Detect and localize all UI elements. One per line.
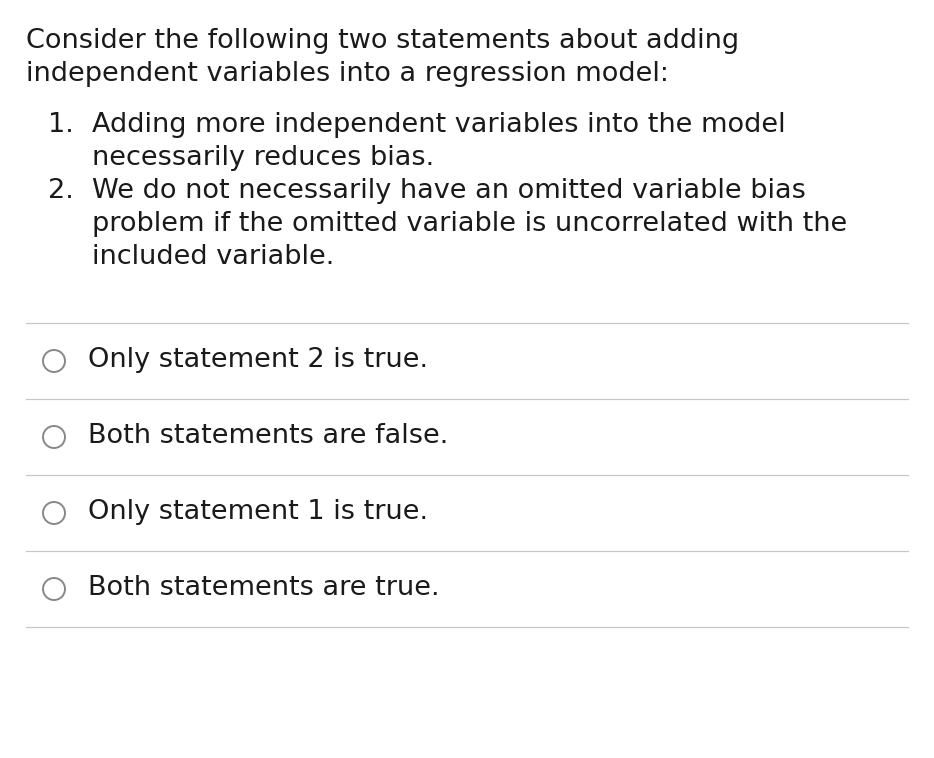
Text: Both statements are true.: Both statements are true. bbox=[88, 575, 440, 601]
Text: necessarily reduces bias.: necessarily reduces bias. bbox=[92, 145, 434, 171]
Text: Only statement 1 is true.: Only statement 1 is true. bbox=[88, 499, 428, 525]
Text: problem if the omitted variable is uncorrelated with the: problem if the omitted variable is uncor… bbox=[92, 211, 847, 237]
Text: Adding more independent variables into the model: Adding more independent variables into t… bbox=[92, 112, 785, 138]
Text: Consider the following two statements about adding: Consider the following two statements ab… bbox=[26, 28, 739, 54]
Text: 2.: 2. bbox=[48, 178, 74, 204]
Text: Only statement 2 is true.: Only statement 2 is true. bbox=[88, 347, 428, 373]
Text: included variable.: included variable. bbox=[92, 244, 334, 270]
Text: independent variables into a regression model:: independent variables into a regression … bbox=[26, 61, 669, 87]
Text: Both statements are false.: Both statements are false. bbox=[88, 423, 448, 449]
Text: 1.: 1. bbox=[48, 112, 74, 138]
Text: We do not necessarily have an omitted variable bias: We do not necessarily have an omitted va… bbox=[92, 178, 806, 204]
